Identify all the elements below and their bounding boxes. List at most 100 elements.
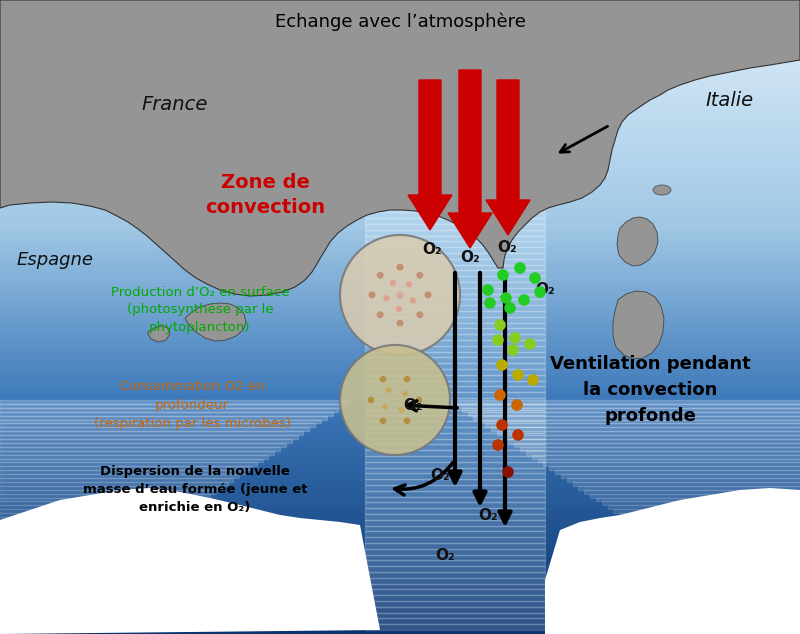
Bar [0, 129, 800, 132]
Bar [365, 230, 545, 236]
Bar [365, 346, 545, 352]
Bar [0, 430, 800, 432]
Point [534, 287, 546, 297]
Bar [0, 161, 800, 164]
Bar [555, 470, 800, 474]
Bar [0, 319, 800, 321]
Bar [0, 249, 800, 252]
Bar [0, 181, 800, 184]
Point [401, 374, 414, 384]
Bar [365, 474, 545, 479]
Bar [0, 585, 800, 587]
Bar [365, 143, 545, 148]
Bar [0, 412, 800, 415]
Bar [0, 618, 23, 623]
Bar [0, 56, 800, 59]
Bar [0, 403, 800, 406]
Bar [0, 486, 222, 489]
Bar [0, 573, 800, 576]
Bar [365, 207, 545, 212]
Bar [0, 336, 800, 339]
Bar [0, 513, 181, 517]
Bar [0, 394, 800, 398]
Bar [0, 216, 800, 219]
Bar [0, 560, 111, 564]
Point [392, 304, 405, 314]
Bar [0, 170, 800, 172]
Point [512, 370, 525, 380]
Point [523, 339, 536, 349]
Bar [0, 120, 800, 123]
Bar [0, 237, 800, 240]
Bar [0, 498, 204, 501]
Bar [0, 538, 800, 541]
Bar [0, 70, 800, 74]
Text: Consommation O2 en
profondeur
(respiration par les microbes): Consommation O2 en profondeur (respirati… [94, 380, 290, 429]
Bar [0, 435, 298, 439]
Bar [0, 512, 800, 514]
Bar [365, 236, 545, 242]
Bar [0, 501, 198, 505]
Point [529, 273, 542, 283]
FancyArrow shape [448, 70, 492, 248]
Bar [0, 450, 800, 453]
Text: Dispersion de la nouvelle
masse d’eau formée (jeune et
enrichie en O₂): Dispersion de la nouvelle masse d’eau fo… [82, 465, 307, 515]
Point [510, 400, 523, 410]
Bar [0, 400, 350, 404]
Bar [365, 439, 545, 444]
Bar [0, 623, 800, 625]
Bar [0, 53, 800, 56]
Bar [0, 298, 800, 301]
Point [380, 293, 393, 303]
Bar [0, 521, 169, 525]
Bar [0, 596, 800, 599]
Bar [0, 155, 800, 158]
Point [374, 270, 386, 280]
Bar [365, 131, 545, 137]
Bar [0, 327, 800, 330]
Bar [0, 234, 800, 237]
Bar [0, 478, 234, 482]
Bar [0, 100, 800, 103]
Bar [532, 455, 800, 458]
Bar [0, 278, 800, 281]
Point [365, 395, 378, 405]
Bar [0, 447, 800, 450]
Text: Echange avec l’atmosphère: Echange avec l’atmosphère [274, 13, 526, 31]
Bar [0, 564, 800, 567]
Bar [0, 570, 800, 573]
Bar [718, 579, 800, 583]
Bar [365, 398, 545, 404]
Bar [365, 108, 545, 113]
Point [496, 420, 509, 430]
Bar [0, 558, 800, 561]
Bar [672, 548, 800, 552]
Bar [365, 294, 545, 299]
Point [413, 395, 426, 405]
Bar [0, 389, 800, 392]
Point [494, 390, 506, 400]
Bar [0, 467, 800, 470]
Bar [365, 415, 545, 421]
Bar [365, 183, 545, 189]
Bar [794, 630, 800, 634]
Bar [0, 85, 800, 88]
Bar [0, 465, 800, 467]
Bar [0, 541, 800, 543]
Bar [365, 120, 545, 126]
Bar [0, 500, 800, 503]
Bar [0, 354, 800, 356]
Bar [0, 439, 292, 443]
Bar [0, 482, 800, 485]
Bar [0, 321, 800, 325]
Bar [0, 599, 53, 603]
Bar [0, 409, 800, 412]
Bar [526, 451, 800, 455]
Bar [0, 210, 800, 214]
Bar [365, 369, 545, 375]
Bar [0, 628, 800, 631]
Polygon shape [0, 0, 800, 296]
Bar [0, 219, 800, 223]
Bar [730, 587, 800, 591]
Bar [0, 345, 800, 348]
